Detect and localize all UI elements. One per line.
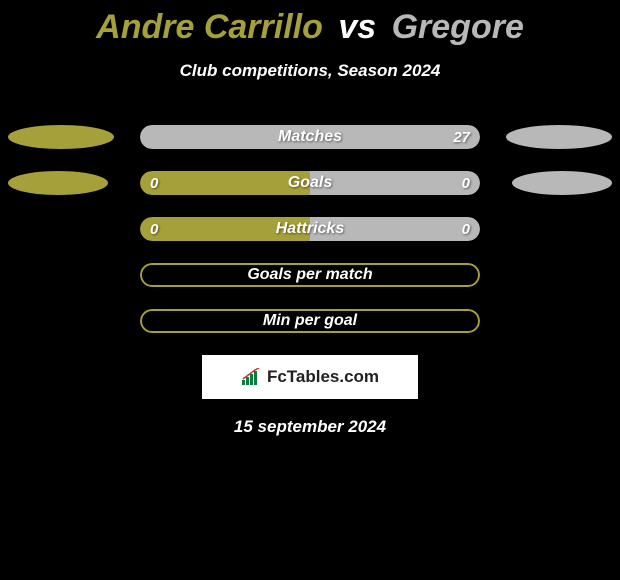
stat-row: Matches27 [0,125,620,149]
stat-value-right: 27 [443,125,480,149]
stat-value-right: 0 [452,171,480,195]
stat-row: Min per goal [0,309,620,333]
stat-bar: Min per goal [140,309,480,333]
stat-bar: Matches27 [140,125,480,149]
stat-label: Goals per match [140,263,480,287]
left-ellipse [8,171,108,195]
stat-bar: Hattricks0 0 [140,217,480,241]
left-ellipse [8,125,114,149]
stat-label: Matches [140,125,480,149]
stat-bar: Goals per match [140,263,480,287]
source-logo: FcTables.com [202,355,418,399]
right-ellipse [506,125,612,149]
subtitle: Club competitions, Season 2024 [0,61,620,81]
stat-label: Goals [140,171,480,195]
stat-label: Min per goal [140,309,480,333]
stat-value-right: 0 [452,217,480,241]
player2-name: Gregore [392,8,524,46]
stat-label: Hattricks [140,217,480,241]
stat-bar: Goals0 0 [140,171,480,195]
stat-value-left: 0 [140,217,168,241]
player1-name: Andre Carrillo [96,8,323,46]
stat-row: Goals0 0 [0,171,620,195]
logo-text: FcTables.com [267,367,379,387]
comparison-title: Andre Carrillo vs Gregore [0,0,620,47]
chart-icon [241,368,263,386]
date-text: 15 september 2024 [0,417,620,437]
right-ellipse [512,171,612,195]
vs-text: vs [338,8,376,46]
stat-value-left: 0 [140,171,168,195]
stat-row: Hattricks0 0 [0,217,620,241]
stat-row: Goals per match [0,263,620,287]
stat-rows: Matches27Goals00Hattricks00Goals per mat… [0,125,620,333]
